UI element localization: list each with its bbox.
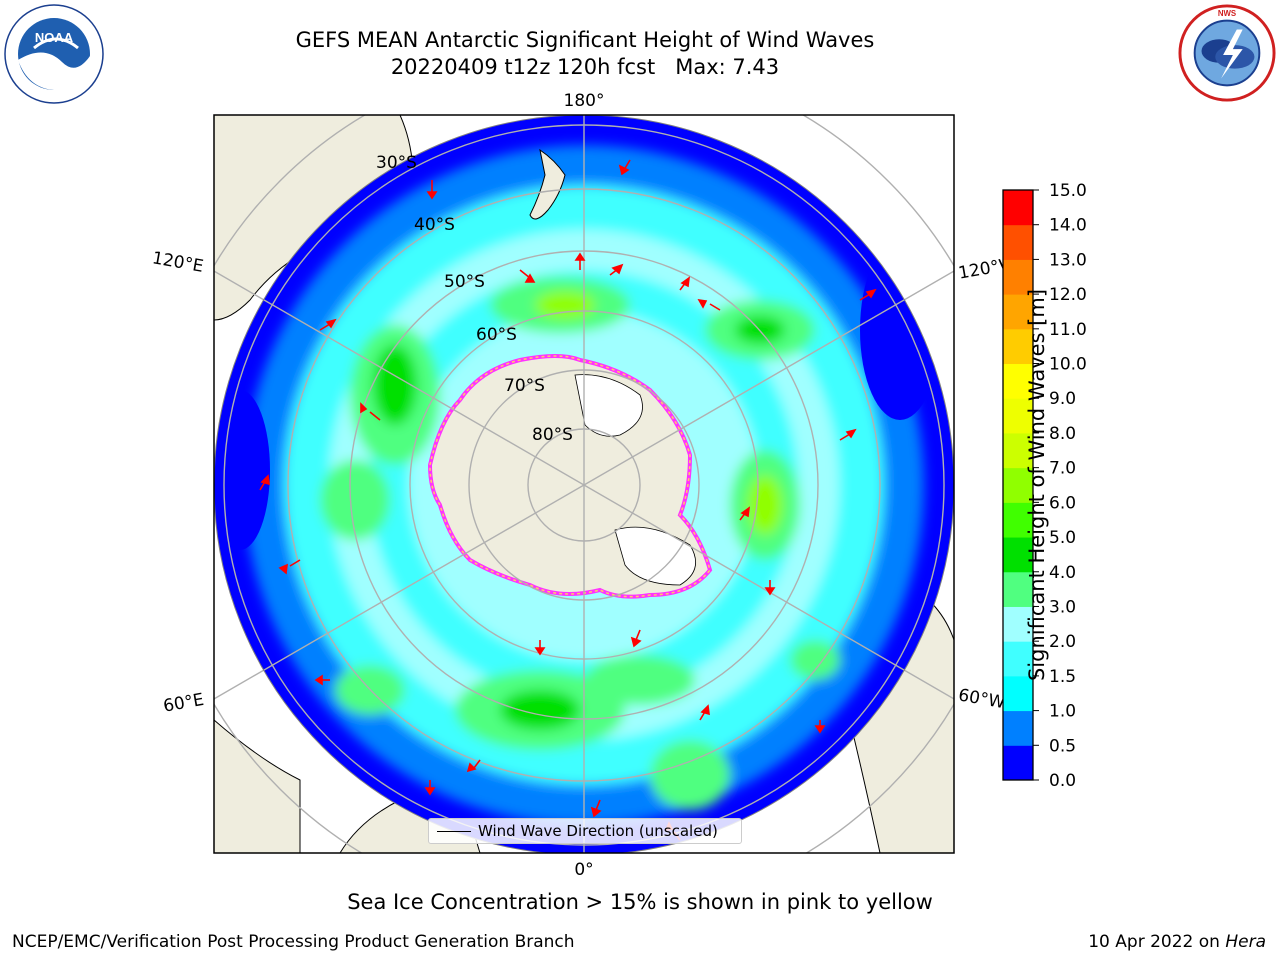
colorbar-tick-label: 3.0 <box>1049 597 1076 617</box>
nws-logo: NWS <box>1178 4 1276 102</box>
colorbar-segment <box>1003 606 1033 642</box>
footer-machine: Hera <box>1225 932 1266 952</box>
colorbar-tick-label: 6.0 <box>1049 493 1076 513</box>
footer-date: 10 Apr 2022 on Hera <box>1088 932 1266 952</box>
sea-ice-note: Sea Ice Concentration > 15% is shown in … <box>347 890 933 914</box>
colorbar-segment <box>1003 745 1033 781</box>
colorbar-tick-label: 14.0 <box>1049 216 1087 236</box>
noaa-logo-text: NOAA <box>35 30 74 45</box>
colorbar-tick-label: 13.0 <box>1049 250 1087 270</box>
colorbar-segment <box>1003 190 1033 226</box>
legend-line-sample <box>437 831 471 832</box>
colorbar-tick-label: 15.0 <box>1049 181 1087 201</box>
chart-title: GEFS MEAN Antarctic Significant Height o… <box>295 28 875 52</box>
svg-text:NWS: NWS <box>1218 9 1236 18</box>
colorbar-segment <box>1003 467 1033 503</box>
colorbar-segment <box>1003 675 1033 712</box>
colorbar: 0.0 0.5 1.0 1.5 2.0 3.0 4.0 5.0 6.0 7.0 8.0 9.0 10.0… <box>1002 181 1087 790</box>
colorbar-segment <box>1003 328 1033 365</box>
lon-label-180: 180° <box>564 91 605 111</box>
colorbar-tick-label: 10.0 <box>1049 355 1087 375</box>
colorbar-segment <box>1003 571 1033 607</box>
lat-label-80s: 80°S <box>532 425 573 445</box>
lat-label-30s: 30°S <box>376 153 417 173</box>
colorbar-label: Significant Height of Wind Waves [m] <box>1025 288 1049 682</box>
lon-label-120e: 120°E <box>151 248 205 277</box>
colorbar-tick-label: 7.0 <box>1049 459 1076 479</box>
chart-subtitle: 20220409 t12z 120h fcst Max: 7.43 <box>390 55 780 79</box>
lon-label-0: 0° <box>574 860 593 880</box>
lat-label-70s: 70°S <box>504 376 545 396</box>
colorbar-tick-label: 2.0 <box>1049 632 1076 652</box>
colorbar-tick-label: 1.5 <box>1049 667 1076 687</box>
lon-label-60e: 60°E <box>162 690 206 717</box>
colorbar-segment <box>1003 432 1033 469</box>
legend-label: Wind Wave Direction (unscaled) <box>478 822 718 840</box>
colorbar-tick-label: 0.5 <box>1049 736 1076 756</box>
lat-label-50s: 50°S <box>444 272 485 292</box>
noaa-logo: NOAA <box>4 4 104 104</box>
legend: Wind Wave Direction (unscaled) <box>428 818 742 844</box>
colorbar-tick-label: 8.0 <box>1049 424 1076 444</box>
colorbar-segment <box>1003 294 1033 330</box>
wind-wave-arrows <box>259 159 877 841</box>
colorbar-segment <box>1003 641 1033 677</box>
colorbar-segment <box>1003 363 1033 399</box>
footer-date-text: 10 Apr 2022 on <box>1088 932 1226 952</box>
colorbar-segment <box>1003 259 1033 295</box>
continent-africa <box>214 719 301 853</box>
lat-label-40s: 40°S <box>414 215 455 235</box>
colorbar-segment <box>1003 537 1033 573</box>
colorbar-tick-label: 1.0 <box>1049 702 1076 722</box>
colorbar-tick-label: 12.0 <box>1049 285 1087 305</box>
colorbar-segment <box>1003 710 1033 746</box>
colorbar-tick-label: 5.0 <box>1049 528 1076 548</box>
colorbar-tick-label: 9.0 <box>1049 389 1076 409</box>
colorbar-segment <box>1003 224 1033 260</box>
new-zealand <box>529 148 566 220</box>
lat-label-60s: 60°S <box>476 325 517 345</box>
colorbar-segment <box>1003 398 1033 434</box>
colorbar-tick-label: 4.0 <box>1049 563 1076 583</box>
colorbar-tick-label: 11.0 <box>1049 320 1087 340</box>
footer-credit: NCEP/EMC/Verification Post Processing Pr… <box>12 932 575 952</box>
colorbar-tick-label: 0.0 <box>1049 771 1076 790</box>
colorbar-segment <box>1003 502 1033 538</box>
